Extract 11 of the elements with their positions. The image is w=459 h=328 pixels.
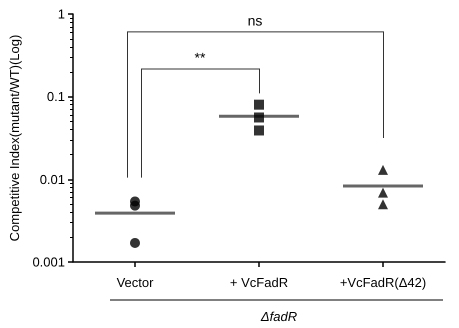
y-tick-label: 0.001 xyxy=(32,254,65,270)
annotation: ns xyxy=(248,12,262,28)
x-axis-title: ΔfadR xyxy=(260,309,298,324)
x-tick-label: +VcFadR(Δ42) xyxy=(340,275,426,290)
y-tick-label: 1 xyxy=(58,6,65,22)
y-tick-label: 0.1 xyxy=(46,89,65,104)
x-tick-label: Vector xyxy=(116,275,154,290)
x-tick-label: + VcFadR xyxy=(230,275,288,290)
y-axis-title: Competitive Index(mutant/WT)(Log) xyxy=(7,34,22,242)
annotation: ** xyxy=(194,50,206,66)
y-tick-label: 0.01 xyxy=(40,172,65,187)
